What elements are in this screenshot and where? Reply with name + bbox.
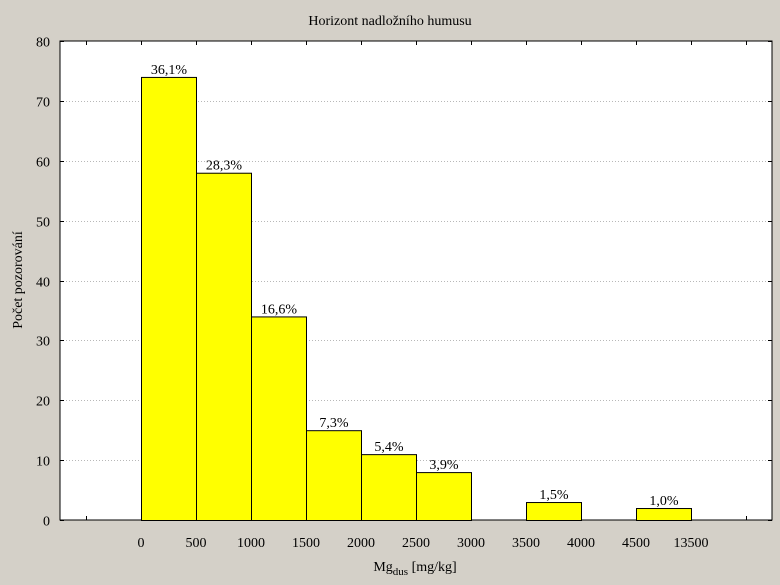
y-axis: 0 10 20 30 40 50 60 70 80 [36, 36, 772, 530]
y-tick-label: 40 [36, 276, 50, 291]
x-tick-label: 3500 [512, 536, 540, 551]
histogram-bar [251, 316, 307, 521]
histogram-bar [636, 508, 692, 521]
chart-title: Horizont nadložního humusu [308, 14, 471, 29]
x-tick-label: 4500 [622, 536, 650, 551]
y-tick-label: 60 [36, 156, 50, 171]
x-axis-label: Mgdus [mg/kg] [373, 560, 456, 578]
y-tick-label: 20 [36, 395, 50, 410]
bar-data-label: 36,1% [151, 63, 188, 78]
y-tick-label: 70 [36, 96, 50, 111]
bar-data-label: 1,0% [649, 494, 679, 509]
bars: 36,1% 28,3% 16,6% 7,3% 5,4% 3,9% 1,5% 1,0% [141, 63, 692, 522]
y-tick-label: 0 [43, 515, 50, 530]
bar-data-label: 5,4% [374, 440, 404, 455]
y-tick-label: 80 [36, 36, 50, 51]
bar-data-label: 7,3% [319, 416, 349, 431]
y-axis-label: Počet pozorování [11, 231, 26, 329]
x-tick-label: 0 [138, 536, 145, 551]
y-tick-label: 10 [36, 455, 50, 470]
x-tick-label: 13500 [674, 536, 709, 551]
bar-data-label: 28,3% [206, 159, 243, 174]
histogram-bar [526, 502, 582, 522]
histogram-bar [306, 430, 362, 521]
x-axis-label-unit: [mg/kg] [408, 560, 457, 575]
x-tick-label: 1000 [237, 536, 265, 551]
x-tick-label: 2000 [347, 536, 375, 551]
y-tick-label: 30 [36, 335, 50, 350]
x-tick-label: 3000 [457, 536, 485, 551]
y-tick-label: 50 [36, 216, 50, 231]
x-tick-label: 1500 [292, 536, 320, 551]
x-tick-label: 500 [186, 536, 207, 551]
x-axis-label-subscript: dus [393, 566, 408, 578]
bar-data-label: 16,6% [261, 302, 298, 317]
histogram-bar [196, 172, 252, 521]
bar-data-label: 1,5% [539, 488, 569, 503]
x-axis-label-main: Mg [373, 560, 392, 575]
histogram-bar [141, 76, 197, 522]
x-axis: 0 500 1000 1500 2000 2500 3000 3500 4000 4500 1350… [86, 41, 747, 551]
bar-data-label: 3,9% [429, 458, 459, 473]
x-tick-label: 2500 [402, 536, 430, 551]
histogram-bar [416, 472, 472, 522]
histogram-bar [361, 454, 417, 522]
x-tick-label: 4000 [567, 536, 595, 551]
